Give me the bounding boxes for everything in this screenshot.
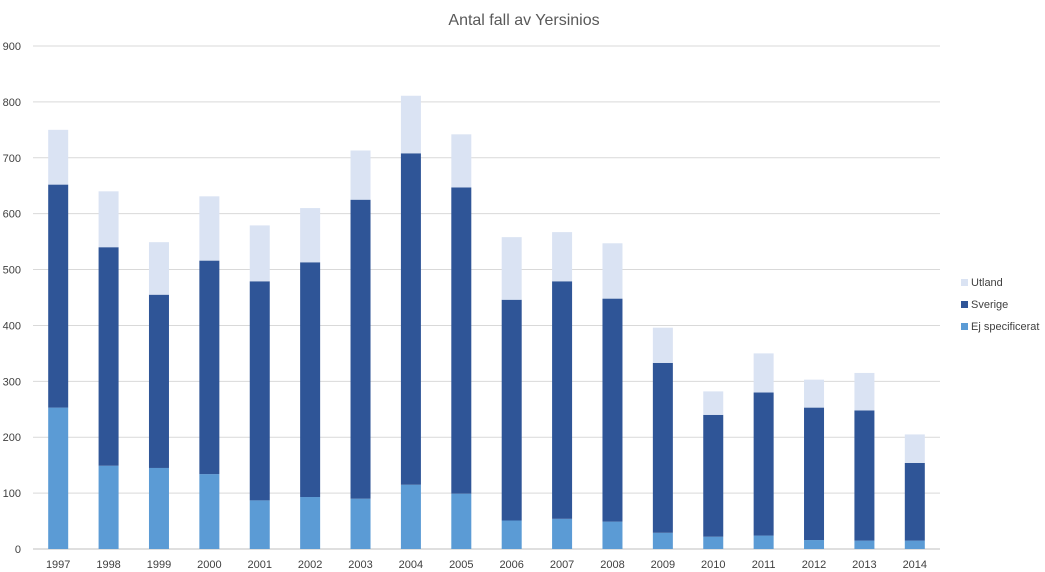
bar-segment-ej-specificerat bbox=[199, 474, 220, 549]
legend-swatch bbox=[961, 279, 968, 286]
bar-segment-sverige bbox=[854, 410, 875, 541]
x-tick-label: 1998 bbox=[96, 559, 120, 571]
x-tick-label: 2010 bbox=[701, 559, 725, 571]
bar-segment-utland bbox=[249, 225, 270, 282]
bar-segment-utland bbox=[652, 327, 673, 363]
bar-segment-ej-specificerat bbox=[451, 493, 472, 549]
bar-segment-sverige bbox=[753, 392, 774, 536]
x-tick-label: 2009 bbox=[651, 559, 675, 571]
bar-segment-sverige bbox=[300, 262, 321, 498]
bar-segment-sverige bbox=[501, 299, 522, 521]
bar-segment-sverige bbox=[451, 187, 472, 494]
bar-segment-sverige bbox=[703, 414, 724, 537]
y-tick-label: 200 bbox=[3, 432, 21, 444]
y-tick-label: 0 bbox=[15, 544, 21, 556]
x-tick-label: 2008 bbox=[600, 559, 624, 571]
bar-segment-sverige bbox=[400, 153, 421, 485]
x-tick-label: 2012 bbox=[802, 559, 826, 571]
bar-segment-ej-specificerat bbox=[400, 484, 421, 549]
x-tick-label: 2007 bbox=[550, 559, 574, 571]
x-tick-label: 2001 bbox=[248, 559, 272, 571]
bar-segment-utland bbox=[400, 95, 421, 154]
bar-segment-ej-specificerat bbox=[249, 500, 270, 549]
bar-segment-ej-specificerat bbox=[501, 520, 522, 549]
bar-segment-sverige bbox=[48, 184, 69, 408]
bar-segment-sverige bbox=[552, 281, 573, 519]
y-tick-label: 600 bbox=[3, 209, 21, 221]
y-tick-label: 100 bbox=[3, 488, 21, 500]
bar-segment-utland bbox=[48, 129, 69, 185]
x-tick-label: 2000 bbox=[197, 559, 221, 571]
bar-segment-utland bbox=[602, 243, 623, 299]
bar-segment-utland bbox=[300, 208, 321, 263]
legend-label: Utland bbox=[971, 277, 1003, 289]
chart-title: Antal fall av Yersinios bbox=[448, 12, 599, 29]
bar-segment-utland bbox=[703, 391, 724, 415]
bar-segment-sverige bbox=[98, 247, 119, 466]
x-tick-label: 2013 bbox=[852, 559, 876, 571]
bar-segment-ej-specificerat bbox=[854, 540, 875, 549]
legend-swatch bbox=[961, 301, 968, 308]
x-tick-label: 2011 bbox=[752, 559, 776, 571]
bar-segment-ej-specificerat bbox=[350, 498, 371, 549]
bars bbox=[48, 95, 925, 549]
legend-swatch bbox=[961, 323, 968, 330]
x-tick-label: 2002 bbox=[298, 559, 322, 571]
bar-segment-ej-specificerat bbox=[804, 540, 825, 549]
legend-label: Ej specificerat bbox=[971, 321, 1039, 333]
bar-segment-ej-specificerat bbox=[98, 465, 119, 549]
y-tick-label: 500 bbox=[3, 265, 21, 277]
y-axis: 0 100 200 300 400 500 600 700 800 900 bbox=[3, 41, 21, 556]
bar-segment-ej-specificerat bbox=[48, 407, 69, 549]
bar-segment-sverige bbox=[904, 462, 925, 541]
x-tick-label: 1999 bbox=[147, 559, 171, 571]
bar-segment-utland bbox=[350, 150, 371, 200]
bar-segment-ej-specificerat bbox=[753, 535, 774, 549]
bar-segment-sverige bbox=[249, 281, 270, 501]
grid-lines bbox=[33, 45, 940, 550]
bar-segment-ej-specificerat bbox=[148, 467, 169, 549]
bar-segment-ej-specificerat bbox=[703, 536, 724, 549]
bar-segment-utland bbox=[501, 237, 522, 300]
bar-segment-ej-specificerat bbox=[552, 518, 573, 549]
bar-segment-ej-specificerat bbox=[300, 497, 321, 549]
bar-segment-sverige bbox=[350, 199, 371, 499]
bar-segment-ej-specificerat bbox=[904, 540, 925, 549]
bar-segment-sverige bbox=[804, 407, 825, 541]
y-tick-label: 400 bbox=[3, 320, 21, 332]
bar-segment-utland bbox=[148, 242, 169, 295]
y-tick-label: 300 bbox=[3, 376, 21, 388]
x-tick-label: 2004 bbox=[399, 559, 423, 571]
y-tick-label: 900 bbox=[3, 41, 21, 53]
legend: Utland Sverige Ej specificerat bbox=[961, 277, 1039, 333]
bar-segment-utland bbox=[854, 372, 875, 411]
y-tick-label: 800 bbox=[3, 97, 21, 109]
bar-segment-sverige bbox=[652, 362, 673, 533]
x-tick-label: 2003 bbox=[348, 559, 372, 571]
bar-segment-utland bbox=[904, 434, 925, 463]
x-tick-label: 2014 bbox=[903, 559, 927, 571]
bar-segment-utland bbox=[98, 191, 119, 248]
bar-segment-ej-specificerat bbox=[602, 521, 623, 549]
bar-segment-utland bbox=[552, 232, 573, 282]
x-tick-label: 2005 bbox=[449, 559, 473, 571]
bar-segment-utland bbox=[804, 379, 825, 408]
x-axis: 1997 1998 1999 2000 2001 2002 2003 2004 2005 2006… bbox=[46, 559, 927, 571]
y-tick-label: 700 bbox=[3, 153, 21, 165]
x-tick-label: 1997 bbox=[46, 559, 70, 571]
x-tick-label: 2006 bbox=[499, 559, 523, 571]
bar-segment-utland bbox=[753, 353, 774, 393]
bar-segment-ej-specificerat bbox=[652, 532, 673, 549]
legend-label: Sverige bbox=[971, 299, 1008, 311]
bar-segment-utland bbox=[451, 134, 472, 188]
bar-segment-sverige bbox=[602, 298, 623, 522]
bar-segment-utland bbox=[199, 196, 220, 261]
bar-segment-sverige bbox=[148, 294, 169, 468]
bar-segment-sverige bbox=[199, 260, 220, 475]
